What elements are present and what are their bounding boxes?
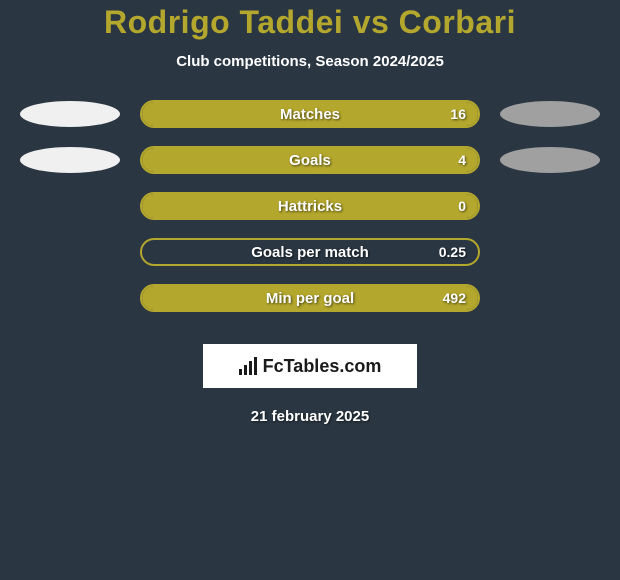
brand-box[interactable]: FcTables.com (203, 344, 417, 388)
stat-label: Goals per match (251, 244, 369, 261)
stat-row: Goals 4 (10, 146, 610, 174)
player-right-oval (500, 101, 600, 127)
date-label: 21 february 2025 (251, 408, 369, 425)
bar-chart-icon (239, 357, 257, 375)
stat-value: 0.25 (439, 244, 466, 260)
stat-label: Goals (289, 152, 331, 169)
stat-bar: Hattricks 0 (140, 192, 480, 220)
stat-value: 4 (458, 152, 466, 168)
subtitle: Club competitions, Season 2024/2025 (176, 53, 444, 70)
stat-value: 492 (443, 290, 466, 306)
page-title: Rodrigo Taddei vs Corbari (104, 4, 516, 41)
stat-bar: Matches 16 (140, 100, 480, 128)
stat-value: 0 (458, 198, 466, 214)
stats-list: Matches 16 Goals 4 Hattricks 0 Goals per match… (10, 100, 610, 330)
player-left-oval (20, 101, 120, 127)
stat-row: Hattricks 0 (10, 192, 610, 220)
stat-label: Matches (280, 106, 340, 123)
stat-row: Min per goal 492 (10, 284, 610, 312)
stat-bar: Goals per match 0.25 (140, 238, 480, 266)
stat-value: 16 (450, 106, 466, 122)
player-right-oval (500, 147, 600, 173)
brand-label: FcTables.com (263, 356, 382, 377)
stat-bar: Goals 4 (140, 146, 480, 174)
stat-row: Goals per match 0.25 (10, 238, 610, 266)
stat-label: Hattricks (278, 198, 342, 215)
player-left-oval (20, 147, 120, 173)
stat-label: Min per goal (266, 290, 354, 307)
stat-row: Matches 16 (10, 100, 610, 128)
comparison-card: Rodrigo Taddei vs Corbari Club competiti… (0, 0, 620, 425)
stat-bar: Min per goal 492 (140, 284, 480, 312)
